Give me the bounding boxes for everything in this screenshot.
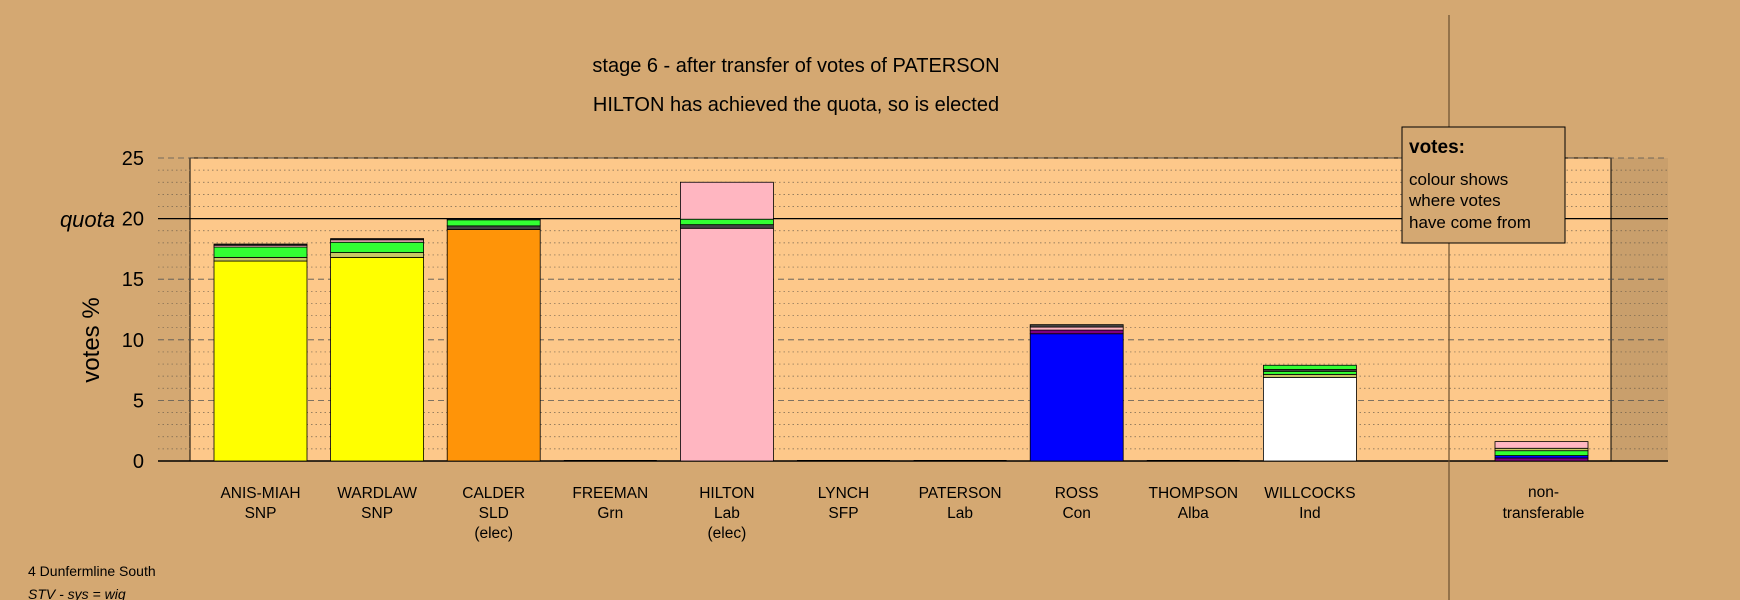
bar-segment <box>1146 460 1240 461</box>
bar-segment <box>1029 324 1124 328</box>
candidate-name: PATERSON <box>919 485 1002 502</box>
bar-nontransferable <box>1494 441 1589 462</box>
y-tick-label: 5 <box>133 390 144 412</box>
legend-title: votes: <box>1409 137 1465 158</box>
bar-segment <box>446 218 541 221</box>
candidate-labels: ANIS-MIAH SNP WARDLAW SNP CALDER SLD (elec) FRE… <box>220 484 1584 542</box>
system-label: STV - sys = wig <box>28 586 126 600</box>
bar-segment <box>1263 373 1357 378</box>
candidate-name: WARDLAW <box>337 485 417 502</box>
bar-segment <box>680 218 774 226</box>
bar-segment <box>1494 441 1589 449</box>
candidate-name: WILLCOCKS <box>1264 485 1355 502</box>
bars-group <box>213 181 1589 462</box>
bar-calder <box>446 218 541 462</box>
candidate-name: ANIS-MIAH <box>220 485 300 502</box>
candidate-name: FREEMAN <box>572 485 648 502</box>
bar-segment <box>446 219 541 227</box>
y-axis: 0 5 10 15 20 25 <box>122 148 144 473</box>
legend-line-3: have come from <box>1409 213 1531 232</box>
bar-thompson <box>1146 460 1240 461</box>
bar-segment <box>1029 326 1124 331</box>
bar-segment <box>330 241 425 253</box>
bar-segment <box>680 224 774 229</box>
margin-shade <box>1611 158 1668 461</box>
candidate-name: CALDER <box>462 485 525 502</box>
bar-segment <box>1029 329 1124 335</box>
legend: votes: colour shows where votes have com… <box>1401 126 1566 244</box>
bar-segment <box>680 181 774 220</box>
y-tick-label: 25 <box>122 148 144 170</box>
plot-area <box>189 157 1612 462</box>
bar-freeman <box>563 460 657 461</box>
bar-segment <box>680 227 774 462</box>
candidate-name: THOMPSON <box>1149 485 1239 502</box>
bar-segment <box>446 225 541 230</box>
bar-segment <box>1263 364 1357 370</box>
y-tick-label: 0 <box>133 451 144 473</box>
candidate-party: SFP <box>828 505 858 522</box>
bar-segment <box>213 256 308 262</box>
candidate-status: (elec) <box>474 525 513 542</box>
candidate-party: SLD <box>479 505 509 522</box>
candidate-party: Con <box>1062 505 1090 522</box>
candidate-party: Lab <box>714 505 740 522</box>
nontransferable-label: transferable <box>1503 505 1585 522</box>
bar-segment <box>797 460 890 461</box>
chart-subtitle: HILTON has achieved the quota, so is ele… <box>593 94 999 116</box>
candidate-party: Lab <box>947 505 973 522</box>
candidate-party: SNP <box>245 505 277 522</box>
candidate-party: Ind <box>1299 505 1321 522</box>
candidate-status: (elec) <box>708 525 747 542</box>
bar-segment <box>1263 376 1357 462</box>
bar-segment <box>213 243 308 246</box>
bar-segment <box>213 260 308 462</box>
candidate-name: LYNCH <box>818 485 869 502</box>
y-tick-label: 20 <box>122 209 144 231</box>
bar-segment <box>1029 333 1124 462</box>
legend-line-2: where votes <box>1408 191 1501 210</box>
ward-label: 4 Dunfermline South <box>28 563 156 579</box>
bar-segment <box>330 252 425 258</box>
bar-segment <box>330 238 425 241</box>
legend-line-1: colour shows <box>1409 170 1508 189</box>
chart-title: stage 6 - after transfer of votes of PAT… <box>592 55 999 77</box>
bar-paterson <box>913 460 1007 461</box>
bar-hilton <box>680 181 774 462</box>
y-axis-title: votes % <box>78 297 105 382</box>
bar-segment <box>913 460 1007 461</box>
bar-segment <box>446 229 541 462</box>
quota-label: quota <box>60 207 115 232</box>
candidate-party: Alba <box>1178 505 1209 522</box>
candidate-name: ROSS <box>1055 485 1099 502</box>
bar-segment <box>1263 370 1357 375</box>
bar-segment <box>1494 457 1589 462</box>
candidate-party: SNP <box>361 505 393 522</box>
bar-wardlaw <box>330 238 425 462</box>
bar-ross <box>1029 324 1124 462</box>
y-tick-label: 10 <box>122 330 144 352</box>
candidate-party: Grn <box>597 505 623 522</box>
y-tick-label: 15 <box>122 269 144 291</box>
legend-box <box>1401 126 1566 244</box>
bar-lynch <box>797 460 890 461</box>
bar-anis-miah <box>213 243 308 462</box>
bar-segment <box>330 256 425 462</box>
bar-segment <box>1494 450 1589 456</box>
bar-willcocks <box>1263 364 1357 462</box>
bar-segment <box>213 246 308 258</box>
candidate-name: HILTON <box>699 485 754 502</box>
nontransferable-label: non- <box>1528 484 1559 501</box>
bar-segment <box>563 460 657 461</box>
